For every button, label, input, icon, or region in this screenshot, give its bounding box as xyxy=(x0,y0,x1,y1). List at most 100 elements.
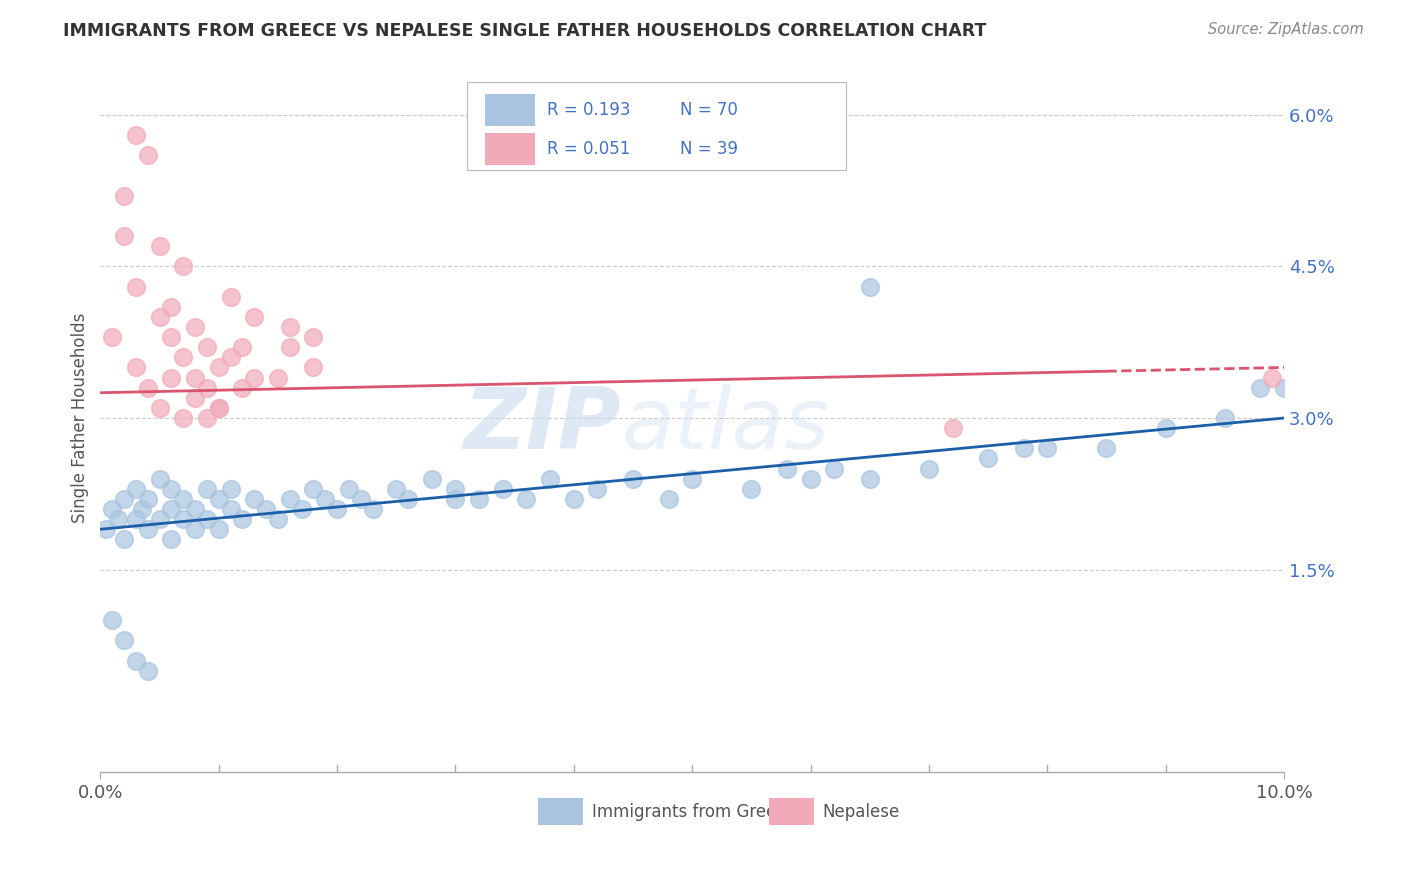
Point xyxy=(859,279,882,293)
Text: N = 70: N = 70 xyxy=(681,101,738,119)
Point xyxy=(112,188,135,202)
Point xyxy=(136,491,159,506)
Point xyxy=(125,279,148,293)
Point xyxy=(326,502,349,516)
Point xyxy=(918,461,941,475)
Point xyxy=(243,310,266,324)
Point xyxy=(314,491,336,506)
Text: R = 0.051: R = 0.051 xyxy=(547,140,630,158)
Point xyxy=(172,411,194,425)
Point xyxy=(208,360,231,375)
Point xyxy=(195,411,218,425)
Point xyxy=(243,370,266,384)
Point xyxy=(1272,381,1295,395)
Point xyxy=(125,482,148,496)
Point xyxy=(96,522,118,536)
Point xyxy=(148,239,170,253)
Point xyxy=(302,330,325,344)
Point xyxy=(125,512,148,526)
Point xyxy=(160,370,183,384)
Point xyxy=(125,128,148,142)
Point xyxy=(112,491,135,506)
Point xyxy=(468,491,491,506)
FancyBboxPatch shape xyxy=(467,82,846,170)
Point xyxy=(278,340,301,354)
Point xyxy=(254,502,277,516)
Point xyxy=(208,401,231,415)
Point xyxy=(208,491,231,506)
Point xyxy=(621,472,644,486)
Text: R = 0.193: R = 0.193 xyxy=(547,101,630,119)
Point xyxy=(195,482,218,496)
Point xyxy=(1249,381,1271,395)
Point xyxy=(195,381,218,395)
Point xyxy=(302,482,325,496)
Point xyxy=(219,482,242,496)
Point xyxy=(148,401,170,415)
Point xyxy=(136,381,159,395)
Text: ZIP: ZIP xyxy=(464,384,621,467)
Point xyxy=(267,512,290,526)
Point xyxy=(444,491,467,506)
Point xyxy=(681,472,703,486)
Point xyxy=(148,512,170,526)
Point xyxy=(112,229,135,244)
Point xyxy=(101,330,124,344)
Point xyxy=(1012,442,1035,456)
Point xyxy=(515,491,537,506)
Point xyxy=(136,148,159,162)
Point xyxy=(1213,411,1236,425)
Point xyxy=(859,472,882,486)
Point xyxy=(267,370,290,384)
Bar xyxy=(769,798,814,825)
Point xyxy=(195,340,218,354)
Point xyxy=(1261,370,1284,384)
Point xyxy=(107,512,129,526)
Point xyxy=(942,421,965,435)
Point xyxy=(148,310,170,324)
Point xyxy=(337,482,360,496)
Point xyxy=(112,533,135,547)
Point xyxy=(172,491,194,506)
Point xyxy=(160,482,183,496)
Point xyxy=(184,502,207,516)
Point xyxy=(361,502,384,516)
Point xyxy=(195,512,218,526)
Point xyxy=(290,502,312,516)
Point xyxy=(1095,442,1118,456)
Point xyxy=(420,472,443,486)
Text: Source: ZipAtlas.com: Source: ZipAtlas.com xyxy=(1208,22,1364,37)
Point xyxy=(112,633,135,648)
Point xyxy=(172,351,194,365)
Point xyxy=(101,613,124,627)
Point xyxy=(538,472,561,486)
Point xyxy=(1154,421,1177,435)
Text: atlas: atlas xyxy=(621,384,830,467)
Y-axis label: Single Father Households: Single Father Households xyxy=(72,313,89,524)
Point xyxy=(492,482,515,496)
Point xyxy=(219,351,242,365)
Point xyxy=(231,512,253,526)
Point xyxy=(172,512,194,526)
Text: N = 39: N = 39 xyxy=(681,140,738,158)
Point xyxy=(136,664,159,678)
Point xyxy=(231,340,253,354)
Text: Nepalese: Nepalese xyxy=(823,803,900,821)
Point xyxy=(219,502,242,516)
Point xyxy=(586,482,609,496)
Point xyxy=(740,482,762,496)
Point xyxy=(148,472,170,486)
Point xyxy=(562,491,585,506)
Point xyxy=(444,482,467,496)
Point xyxy=(136,522,159,536)
Point xyxy=(1036,442,1059,456)
Point xyxy=(302,360,325,375)
Point xyxy=(278,491,301,506)
Point xyxy=(278,320,301,334)
Point xyxy=(125,360,148,375)
Point xyxy=(160,330,183,344)
Text: Immigrants from Greece: Immigrants from Greece xyxy=(592,803,796,821)
Point xyxy=(776,461,799,475)
Point xyxy=(231,381,253,395)
Point xyxy=(396,491,419,506)
